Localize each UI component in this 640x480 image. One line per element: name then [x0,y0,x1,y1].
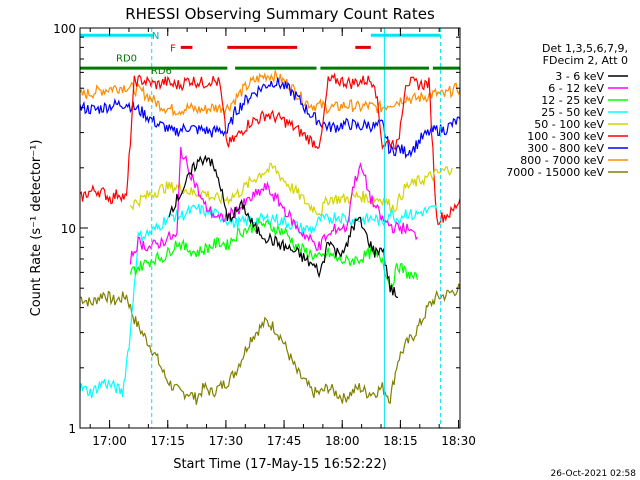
series-3-6-kev [168,154,399,298]
x-tick-label: 18:00 [325,434,360,448]
x-tick-label: 17:30 [209,434,244,448]
series-50-100-kev [129,162,453,217]
series-line [80,283,460,405]
legend-entry-label: 12 - 25 keV [541,94,604,107]
series-line [80,70,460,118]
series-line [168,154,399,298]
legend-entry-label: 6 - 12 keV [548,82,604,95]
x-tick-label: 18:15 [383,434,418,448]
x-tick-label: 17:45 [267,434,302,448]
series-100-300-kev [80,72,460,225]
y-tick-label: 10 [61,222,76,236]
series-300-800-kev [80,77,460,160]
x-tick-label: 18:30 [441,434,476,448]
legend-entry-label: 7000 - 15000 keV [506,166,604,179]
x-axis-label: Start Time (17-May-15 16:52:22) [173,457,387,472]
chart-title: RHESSI Observing Summary Count Rates [125,5,435,23]
series-line [129,217,418,293]
legend-entry-label: 25 - 50 keV [541,106,604,119]
series-line [129,162,453,217]
marker-label-rd0: RD0 [116,53,137,64]
series-12-25-kev [129,217,418,293]
series-line [80,77,460,160]
marker-label-f: F [170,43,176,54]
series-800-7000-kev [80,70,460,118]
legend-entry-label: 3 - 6 keV [555,70,604,83]
x-tick-label: 17:00 [92,434,127,448]
y-tick-label: 1 [68,422,76,436]
axes: 17:00 17:15 17:30 17:45 18:00 18:15 18:30 1 10 10… [53,22,476,448]
series-line [129,146,418,265]
legend-entry-label: 100 - 300 keV [527,130,604,143]
legend-header: FDecim 2, Att 0 [543,54,628,67]
series-7000-15000-kev [80,283,460,405]
y-axis-label: Count Rate (s⁻¹ detector⁻¹) [29,140,44,317]
series-6-12-kev [129,146,418,265]
footer-timestamp: 26-Oct-2021 02:58 [551,469,637,479]
x-tick-label: 17:15 [150,434,185,448]
marker-label-n: N [152,31,159,42]
legend: Det 1,3,5,6,7,9,FDecim 2, Att 0 3 - 6 keV… [506,42,628,179]
legend-entry-label: 50 - 100 keV [534,118,604,131]
y-tick-label: 100 [53,22,76,36]
legend-entry-label: 800 - 7000 keV [520,154,604,167]
legend-header: Det 1,3,5,6,7,9, [542,42,628,55]
marker-label-rd6: RD6 [151,66,172,77]
series-line [80,72,460,225]
plot-area [80,28,460,428]
legend-entry-label: 300 - 800 keV [527,142,604,155]
